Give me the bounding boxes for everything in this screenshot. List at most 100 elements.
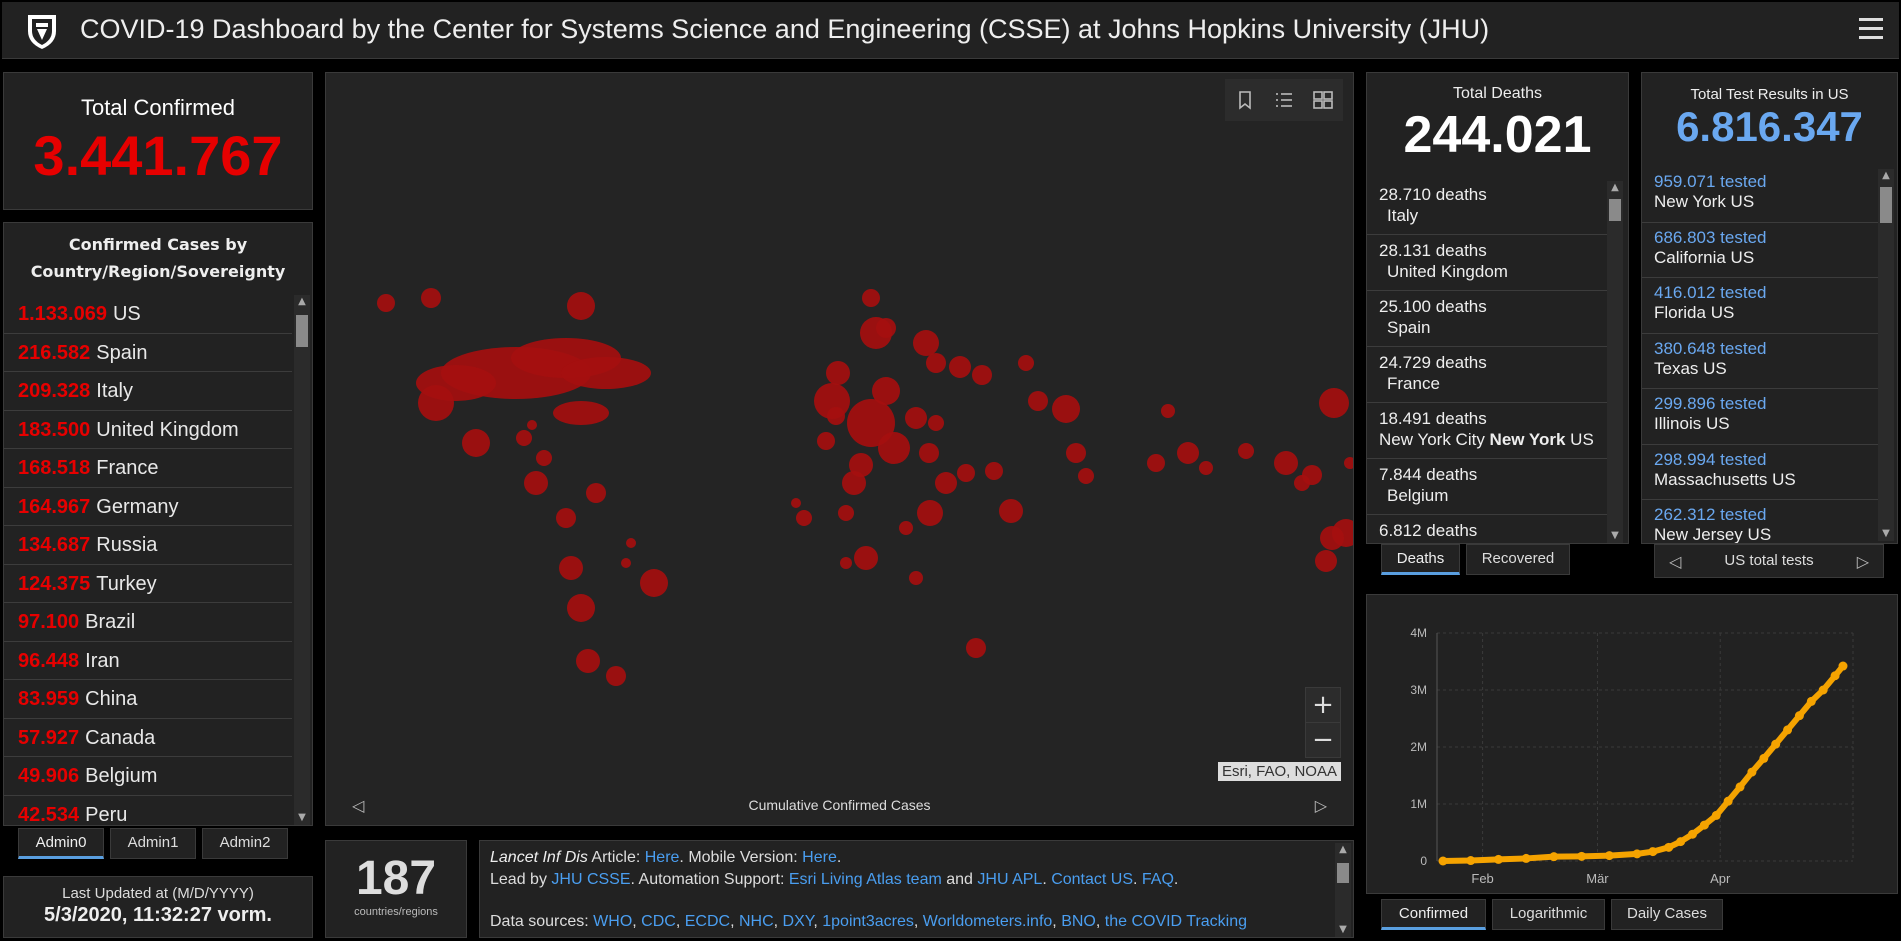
faq-link[interactable]: FAQ [1141, 871, 1174, 888]
tab-confirmed[interactable]: Confirmed [1381, 899, 1486, 930]
map-case-bubble[interactable] [949, 356, 971, 378]
map-case-bubble[interactable] [985, 462, 1003, 480]
country-row[interactable]: 1.133.069 US [4, 295, 292, 334]
chart-data-point[interactable] [1711, 810, 1721, 820]
chart-data-point[interactable] [1838, 661, 1848, 671]
map-case-bubble[interactable] [872, 377, 900, 405]
map-case-bubble[interactable] [827, 407, 845, 425]
death-row[interactable]: 7.844 deaths Belgium [1367, 459, 1607, 515]
map-case-bubble[interactable] [418, 385, 454, 421]
map-case-bubble[interactable] [928, 415, 944, 431]
death-row[interactable]: 6.812 deaths [1367, 515, 1607, 543]
map-case-bubble[interactable] [1238, 443, 1254, 459]
basemap-gallery-icon[interactable] [1312, 89, 1334, 111]
map-case-bubble[interactable] [640, 569, 668, 597]
map-case-bubble[interactable] [913, 330, 939, 356]
map-case-bubble[interactable] [527, 420, 537, 430]
source-link-dxy[interactable]: DXY [782, 913, 814, 930]
chart-data-point[interactable] [1688, 829, 1698, 839]
source-link-covid-tracking[interactable]: the COVID Tracking [1104, 913, 1248, 930]
map-next-arrow-icon[interactable]: ▷ [1314, 796, 1327, 815]
chart-data-point[interactable] [1759, 753, 1769, 763]
info-scrollbar[interactable]: ▲ ▼ [1335, 843, 1351, 937]
map-case-bubble[interactable] [817, 432, 835, 450]
map-case-bubble[interactable] [878, 432, 910, 464]
map-case-bubble[interactable] [796, 510, 812, 526]
chart-data-point[interactable] [1664, 842, 1674, 852]
jhu-apl-link[interactable]: JHU APL [977, 871, 1043, 888]
test-row[interactable]: 416.012 tested Florida US [1642, 278, 1878, 334]
map-case-bubble[interactable] [847, 399, 895, 447]
map-case-bubble[interactable] [1320, 526, 1344, 550]
tab-admin1[interactable]: Admin1 [110, 828, 196, 859]
map-case-bubble[interactable] [838, 505, 854, 521]
map-case-bubble[interactable] [791, 498, 801, 508]
scroll-up-arrow-icon[interactable]: ▲ [298, 296, 306, 307]
chart-data-point[interactable] [1493, 854, 1503, 864]
map-case-bubble[interactable] [516, 430, 532, 446]
map-case-bubble[interactable] [957, 464, 975, 482]
source-link-1point3acres[interactable]: 1point3acres [822, 913, 914, 930]
esri-living-atlas-link[interactable]: Esri Living Atlas team [788, 871, 942, 888]
chart-data-point[interactable] [1438, 856, 1448, 866]
map-case-bubble[interactable] [561, 357, 651, 389]
country-row[interactable]: 124.375 Turkey [4, 565, 292, 603]
map-case-bubble[interactable] [1147, 454, 1165, 472]
chart-data-point[interactable] [1818, 685, 1828, 695]
tab-admin0[interactable]: Admin0 [18, 828, 104, 859]
chart-data-point[interactable] [1806, 696, 1816, 706]
map-case-bubble[interactable] [567, 594, 595, 622]
source-link-worldometers[interactable]: Worldometers.info [922, 913, 1053, 930]
map-case-bubble[interactable] [999, 499, 1023, 523]
chart-data-point[interactable] [1783, 725, 1793, 735]
chart-data-point[interactable] [1794, 711, 1804, 721]
tab-logarithmic[interactable]: Logarithmic [1492, 899, 1605, 930]
chart-data-point[interactable] [1604, 851, 1614, 861]
scroll-up-arrow-icon[interactable]: ▲ [1611, 182, 1619, 193]
source-link-ecdc[interactable]: ECDC [684, 913, 731, 930]
jhu-csse-link[interactable]: JHU CSSE [551, 871, 631, 888]
chart-data-point[interactable] [1549, 852, 1559, 862]
map-case-bubble[interactable] [1319, 388, 1349, 418]
map-case-bubble[interactable] [862, 289, 880, 307]
map-case-bubble[interactable] [1161, 404, 1175, 418]
zoom-out-button[interactable]: − [1305, 722, 1341, 758]
map-case-bubble[interactable] [1199, 461, 1213, 475]
test-row[interactable]: 299.896 tested Illinois US [1642, 389, 1878, 445]
map-case-bubble[interactable] [524, 471, 548, 495]
source-link-bno[interactable]: BNO [1061, 913, 1096, 930]
tests-scrollbar[interactable]: ▲ ▼ [1878, 169, 1894, 541]
country-row[interactable]: 168.518 France [4, 449, 292, 488]
map-case-bubble[interactable] [559, 556, 583, 580]
map-case-bubble[interactable] [1028, 391, 1048, 411]
country-row[interactable]: 216.582 Spain [4, 334, 292, 372]
map-case-bubble[interactable] [606, 666, 626, 686]
scroll-down-arrow-icon[interactable]: ▼ [1339, 924, 1347, 935]
map-case-bubble[interactable] [849, 453, 873, 477]
map-case-bubble[interactable] [854, 546, 878, 570]
country-row[interactable]: 183.500 United Kingdom [4, 411, 292, 449]
map-case-bubble[interactable] [567, 292, 595, 320]
map-case-bubble[interactable] [1315, 550, 1337, 572]
map-case-bubble[interactable] [421, 288, 441, 308]
map-case-bubble[interactable] [905, 407, 927, 429]
map-case-bubble[interactable] [926, 353, 946, 373]
scroll-down-arrow-icon[interactable]: ▼ [1611, 530, 1619, 541]
map-case-bubble[interactable] [1177, 442, 1199, 464]
scrollbar-thumb[interactable] [1880, 187, 1892, 223]
test-row[interactable]: 380.648 tested Texas US [1642, 334, 1878, 389]
map-case-bubble[interactable] [840, 557, 852, 569]
chart-data-point[interactable] [1632, 849, 1642, 859]
map-case-bubble[interactable] [966, 638, 986, 658]
contact-us-link[interactable]: Contact US [1051, 871, 1134, 888]
map-case-bubble[interactable] [576, 649, 600, 673]
chart-data-point[interactable] [1466, 856, 1476, 866]
chart-data-point[interactable] [1577, 851, 1587, 861]
map-case-bubble[interactable] [586, 483, 606, 503]
tab-daily-cases[interactable]: Daily Cases [1611, 899, 1723, 930]
scroll-up-arrow-icon[interactable]: ▲ [1339, 844, 1347, 855]
scroll-down-arrow-icon[interactable]: ▼ [1882, 528, 1890, 539]
test-row[interactable]: 262.312 tested New Jersey US [1642, 500, 1878, 543]
map-case-bubble[interactable] [1078, 468, 1094, 484]
country-row[interactable]: 96.448 Iran [4, 642, 292, 680]
